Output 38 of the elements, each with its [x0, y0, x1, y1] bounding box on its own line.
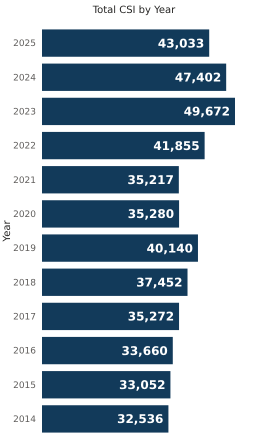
y-tick-label: 2020: [13, 210, 36, 220]
data-label: 35,280: [128, 207, 174, 222]
data-label: 41,855: [153, 138, 200, 153]
bar: [42, 405, 168, 433]
data-label: 33,052: [119, 378, 166, 392]
y-tick-label: 2014: [13, 415, 36, 426]
bar: [42, 234, 198, 262]
y-tick-label: 2024: [13, 73, 36, 84]
bar: [42, 29, 210, 57]
bar: [42, 268, 188, 296]
y-axis-title: Year: [2, 220, 13, 243]
y-tick-label: 2015: [13, 380, 36, 391]
bar: [42, 98, 235, 126]
bar: [42, 371, 170, 398]
data-label: 43,033: [158, 36, 204, 50]
data-label: 47,402: [174, 70, 222, 84]
y-tick-label: 2021: [13, 176, 36, 186]
data-label: 32,536: [117, 412, 164, 426]
y-tick-label: 2022: [13, 142, 36, 152]
data-label: 40,140: [146, 241, 193, 256]
data-label: 35,272: [128, 310, 174, 324]
y-tick-label: 2023: [13, 108, 36, 118]
bar: [42, 200, 180, 228]
data-label: 49,672: [184, 104, 230, 119]
data-label: 35,217: [128, 172, 174, 187]
bar: [42, 132, 205, 160]
bar: [42, 166, 179, 194]
bar: [42, 336, 173, 364]
y-tick-label: 2018: [13, 278, 36, 288]
data-label: 33,660: [121, 344, 168, 358]
y-tick-label: 2017: [13, 312, 36, 323]
bar: [42, 64, 226, 91]
data-label: 37,452: [136, 275, 183, 290]
y-tick-label: 2019: [13, 244, 36, 254]
chart-title: Total CSI by Year: [92, 5, 176, 16]
y-tick-label: 2016: [13, 346, 36, 357]
bar: [42, 302, 180, 330]
y-tick-label: 2025: [13, 39, 36, 50]
